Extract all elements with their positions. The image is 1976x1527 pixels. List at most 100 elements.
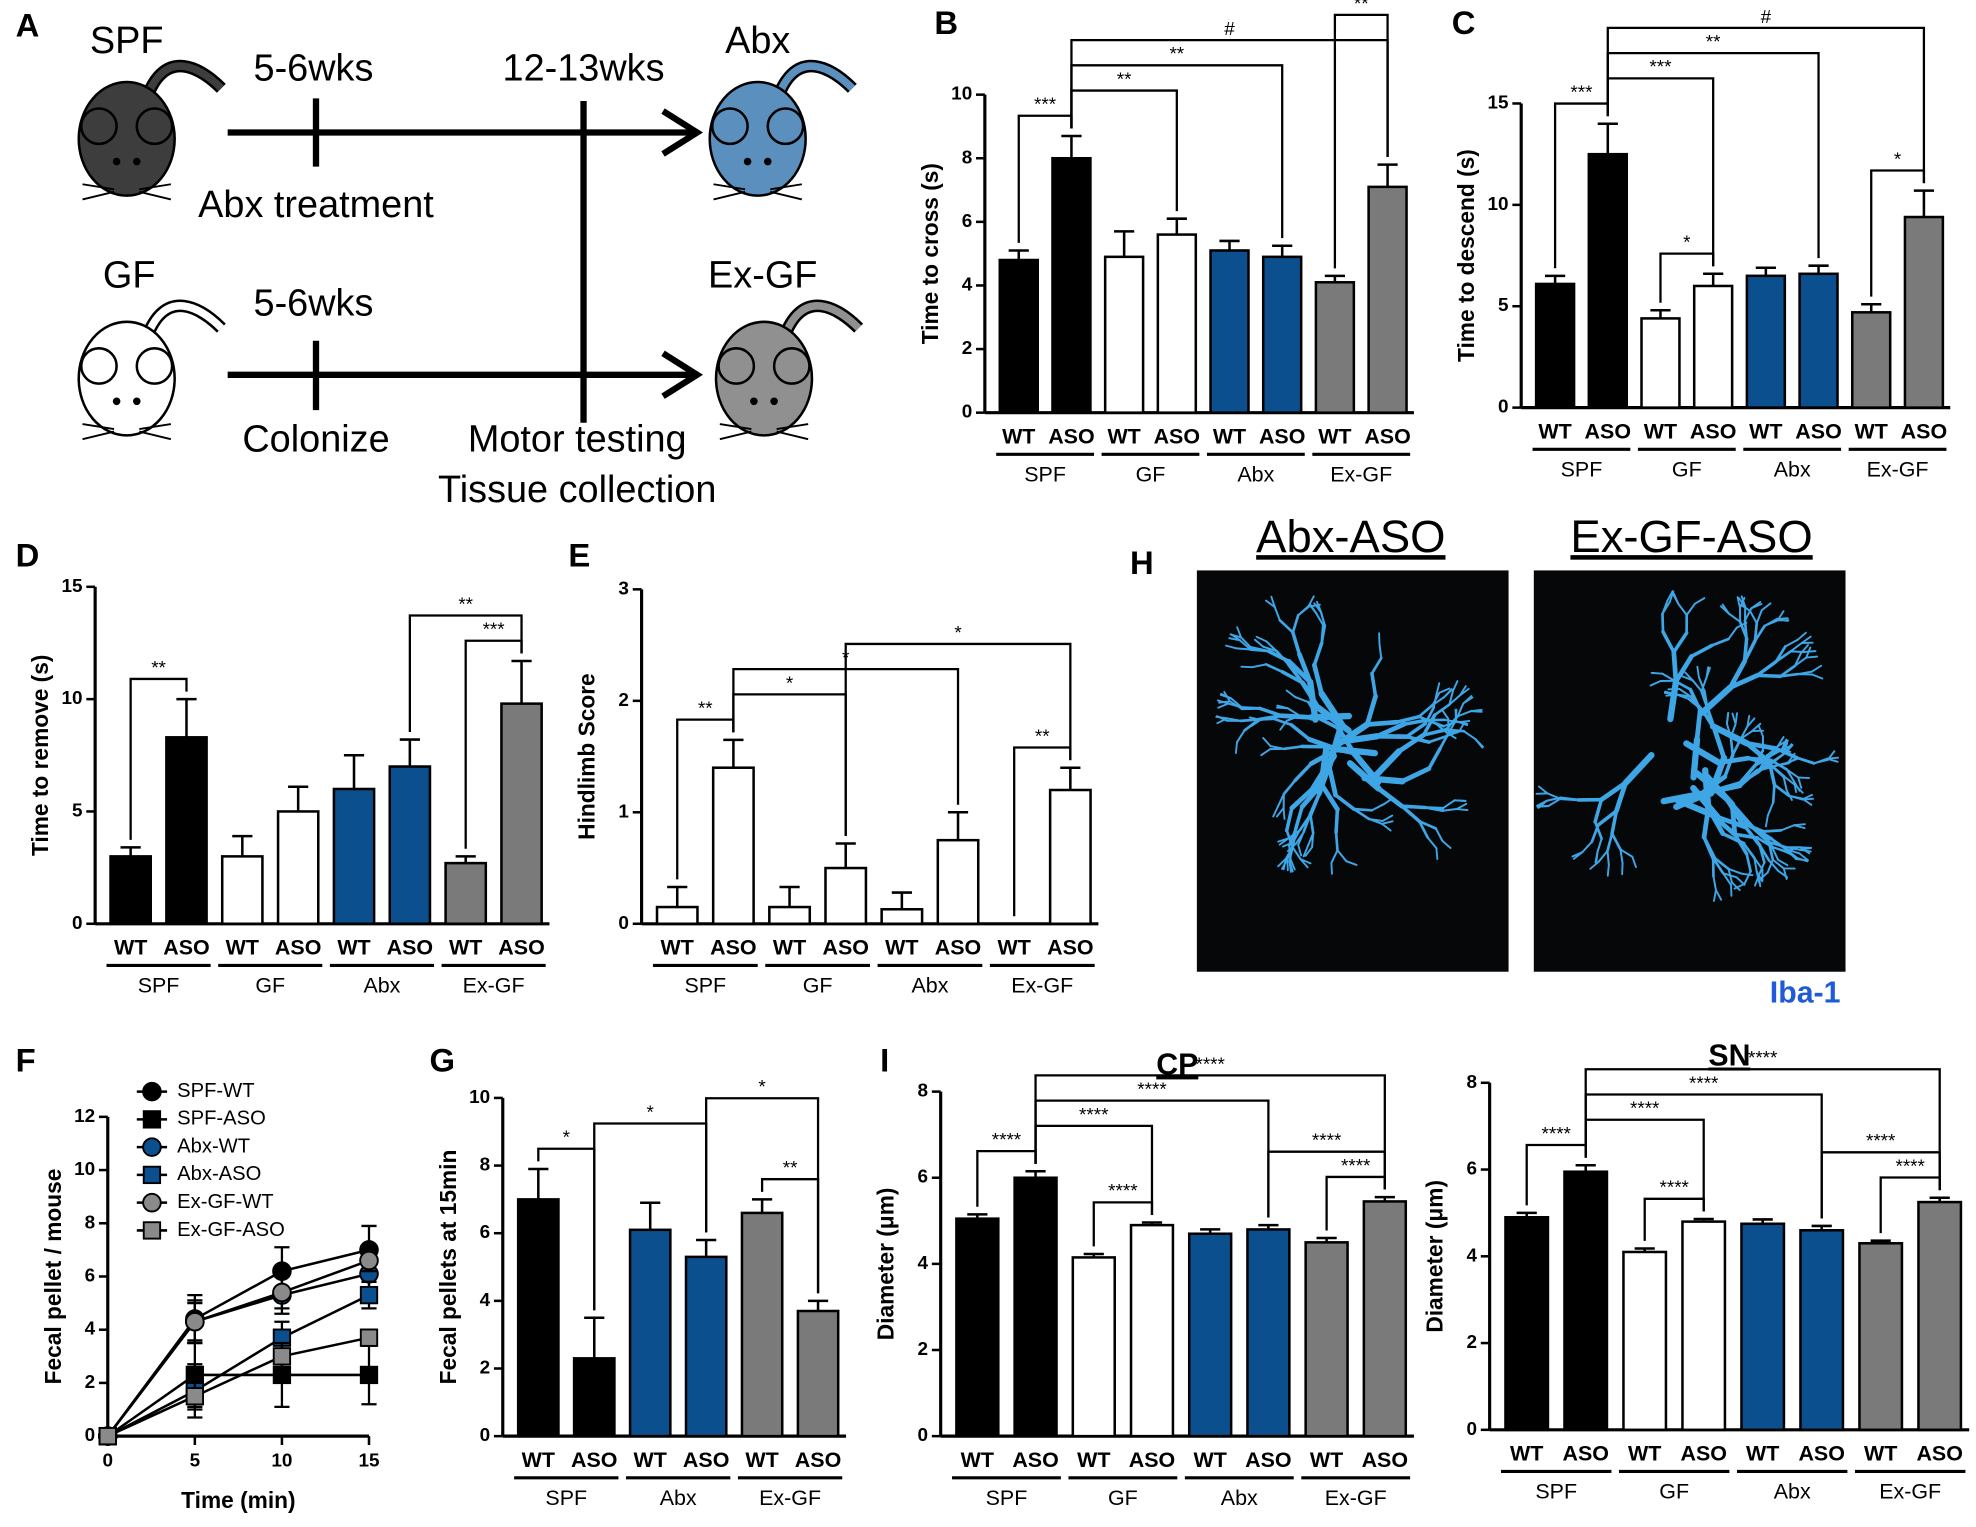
process [1711,857,1725,875]
process [1435,847,1439,861]
process [1282,745,1304,751]
bar [1051,156,1092,414]
error-bar [1703,272,1724,286]
significance-label: **** [1748,1048,1778,1069]
process [1581,840,1593,854]
series-line [106,1272,370,1437]
process [1459,685,1467,697]
process [1766,745,1779,757]
x-tick-label: WT [1864,1442,1897,1466]
process [1289,785,1316,811]
tail [773,62,856,103]
error-bar [891,891,912,910]
process [1307,712,1353,721]
label: Abx [725,20,790,62]
error-bar [1272,244,1293,257]
process [1334,831,1339,852]
process [1768,859,1780,872]
process [1276,704,1289,710]
process [1797,776,1811,779]
process [1426,836,1438,850]
process [1708,783,1743,795]
process [1216,717,1229,725]
y-axis-label: Fecal pellet / mouse [40,1169,66,1385]
error-bar [511,659,532,704]
error-bar [779,885,800,908]
bar [711,766,755,926]
bar [1362,1200,1408,1438]
process [1661,599,1669,615]
micrograph [1196,570,1509,972]
error-bar [1061,134,1082,159]
microglia [1215,590,1840,902]
process [1610,809,1619,836]
process [1619,848,1634,858]
process [1457,719,1471,724]
x-tick-label: ASO [571,1448,617,1472]
group-label: Ex-GF [1330,462,1392,486]
significance-bracket [129,677,188,840]
significance-label: **** [1137,1080,1167,1101]
process [1352,807,1374,812]
bar [1187,1232,1233,1438]
process [1739,821,1765,834]
process [1715,889,1723,901]
significance-label: **** [1630,1099,1660,1120]
y-axis-label: Diameter (μm) [1422,1180,1448,1333]
group-label: Abx [1774,457,1811,481]
legend-label: Abx-WT [177,1135,250,1157]
x-tick-label: ASO [1154,425,1200,449]
x-tick-label: WT [1628,1442,1661,1466]
process [1593,797,1604,824]
process [1691,679,1703,693]
x-tick-label: WT [1746,1442,1779,1466]
x-axis-label: Time (min) [181,1487,295,1513]
process [1725,711,1730,725]
process [1787,752,1796,764]
process [1755,836,1775,849]
x-tick-label: WT [1002,425,1035,449]
process [1800,635,1812,644]
y-tick-label: 8 [918,1081,929,1102]
label: Abx treatment [198,184,434,226]
panel-letter: C [1452,4,1476,41]
error-bar [1141,1221,1163,1226]
significance-label: * [1683,233,1691,254]
process [1746,714,1751,728]
process [1649,680,1662,687]
significance-bracket [1584,1068,1941,1191]
process [1279,713,1314,720]
process [1352,807,1371,821]
significance-label: **** [1341,1156,1371,1177]
process [1739,596,1746,609]
significance-bracket [844,642,1072,836]
process [1265,640,1278,653]
error-bar [1324,274,1345,283]
process [1687,697,1705,712]
process [1223,691,1231,703]
group-label: GF [1672,457,1702,481]
label: Tissue collection [438,469,716,511]
y-tick-label: 2 [1467,1332,1478,1353]
x-tick-label: ASO [1048,425,1094,449]
process [1813,758,1829,765]
error-bar [1374,1195,1395,1202]
bar [1129,1223,1175,1438]
process [1272,805,1279,818]
timeline [227,98,704,423]
process [1805,655,1819,659]
process [1297,843,1303,857]
x-tick-label: ASO [710,936,756,960]
mouse-icon [77,59,226,201]
x-tick-label: ASO [275,936,321,960]
panel-h: H Abx-ASO Ex-GF-ASO Iba-1 [1130,511,1846,1009]
label: Motor testing [468,419,687,461]
y-tick-label: 1 [618,801,629,822]
process [1427,746,1442,771]
process [1751,722,1762,732]
process [1614,780,1628,814]
process [1381,822,1392,832]
group-label: Ex-GF [463,974,525,998]
process [1667,678,1680,723]
error-bar [343,754,365,789]
